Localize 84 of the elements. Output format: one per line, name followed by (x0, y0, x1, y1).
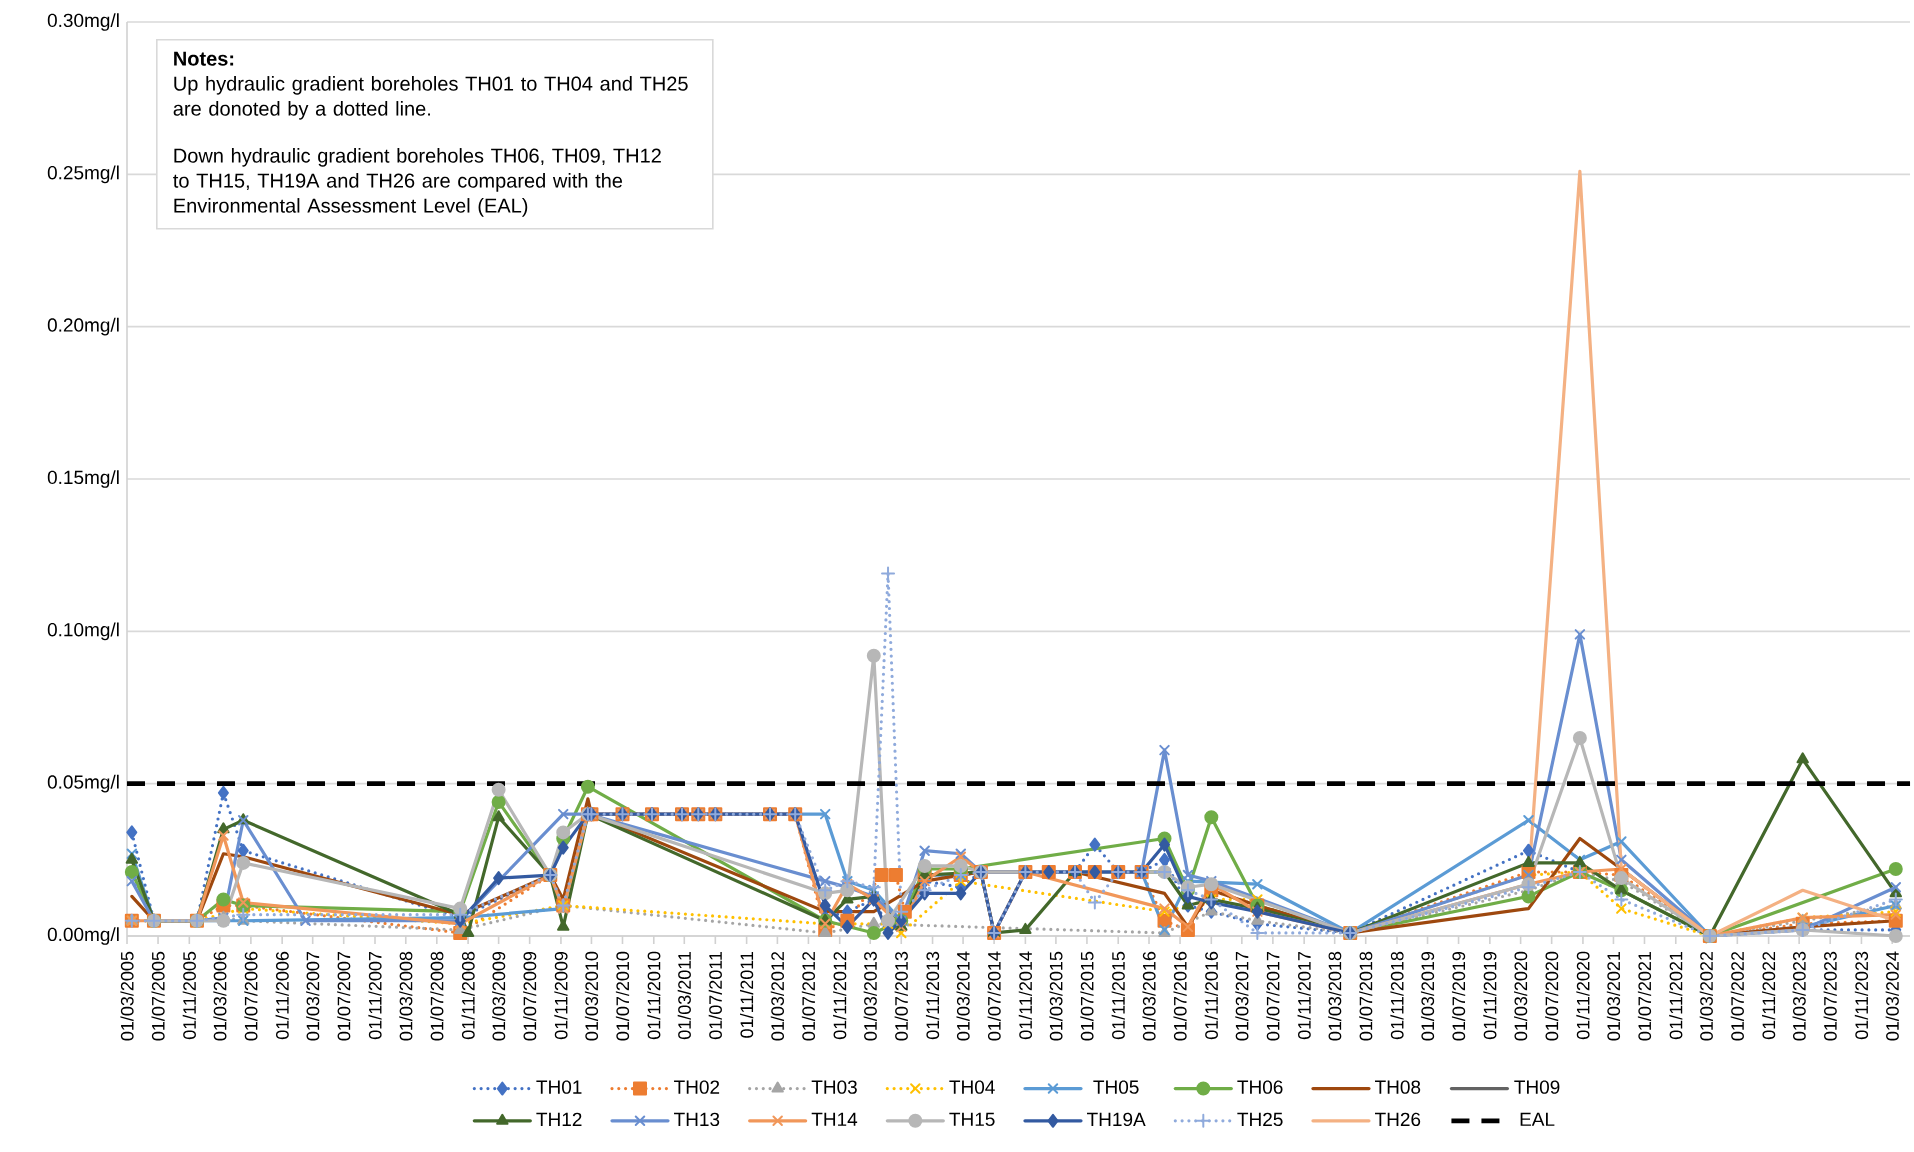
y-tick-label: 0.10mg/l (47, 622, 119, 641)
x-tick-label: 01/11/2013 (925, 951, 940, 1040)
x-tick-label: 01/03/2016 (1142, 951, 1156, 1041)
x-tick-label: 01/07/2022 (1730, 952, 1744, 1041)
x-tick-label: 01/03/2005 (120, 951, 134, 1041)
x-tick-label: 01/03/2010 (584, 951, 599, 1041)
x-tick-label: 01/03/2021 (1606, 951, 1621, 1041)
legend-label: TH14 (811, 1112, 858, 1126)
x-tick-label: 01/11/2018 (1390, 951, 1404, 1040)
x-tick-label: 01/07/2009 (523, 951, 537, 1041)
legend-label: TH05 (1093, 1080, 1139, 1094)
x-tick-label: 01/07/2017 (1266, 952, 1280, 1041)
x-tick-label: 01/07/2023 (1823, 951, 1837, 1041)
x-tick-label: 01/07/2011 (708, 951, 722, 1040)
annotation: Notes: (174, 51, 234, 66)
x-tick-label: 01/11/2007 (368, 951, 382, 1040)
y-tick-label: 0.05mg/l (47, 774, 119, 793)
x-tick-label: 01/03/2015 (1049, 951, 1063, 1041)
x-tick-label: 01/11/2016 (1204, 951, 1218, 1040)
x-tick-label: 01/03/2023 (1792, 951, 1806, 1041)
x-tick-label: 01/11/2020 (1576, 951, 1590, 1040)
x-tick-label: 01/11/2017 (1297, 951, 1311, 1040)
x-tick-label: 01/11/2021 (1669, 951, 1683, 1040)
y-tick-label: 0.30mg/l (47, 13, 119, 31)
x-tick-label: 01/11/2015 (1111, 951, 1125, 1040)
x-tick-label: 01/03/2012 (770, 952, 785, 1041)
y-tick-label: 0.25mg/l (47, 165, 119, 184)
x-tick-label: 01/11/2012 (833, 951, 847, 1040)
x-tick-label: 01/11/2019 (1483, 951, 1497, 1040)
x-tick-label: 01/07/2020 (1545, 951, 1559, 1041)
annotation: Up hydraulic gradient boreholes TH01 to TH04 and TH25 are donoted by a dotted line. (173, 76, 688, 120)
annotation: Down hydraulic gradient boreholes TH06, TH09, TH12 to TH15, TH19A and TH26 are compared with the Environmental Assessment Level (EAL) (173, 148, 661, 217)
legend-label: TH19A (1087, 1112, 1146, 1127)
x-tick-label: 01/03/2020 (1514, 951, 1528, 1041)
legend-label: TH13 (674, 1112, 720, 1127)
legend-label: EAL (1520, 1112, 1555, 1126)
x-tick-label: 01/11/2014 (1018, 951, 1033, 1040)
x-tick-label: 01/11/2011 (740, 951, 754, 1038)
x-tick-label: 01/03/2013 (863, 951, 877, 1041)
x-tick-label: 01/03/2007 (306, 952, 320, 1041)
y-tick-label: 0.20mg/l (47, 317, 119, 336)
legend-label: TH26 (1375, 1112, 1421, 1127)
x-tick-label: 01/03/2014 (956, 951, 970, 1041)
x-tick-label: 01/07/2018 (1359, 951, 1373, 1041)
x-tick-label: 01/07/2019 (1451, 951, 1466, 1041)
x-tick-label: 01/03/2018 (1328, 951, 1342, 1041)
x-tick-label: 01/07/2013 (894, 951, 908, 1041)
x-tick-label: 01/03/2008 (399, 951, 413, 1041)
legend-label: TH12 (536, 1112, 582, 1126)
x-tick-label: 01/03/2019 (1420, 951, 1435, 1041)
legend-label: TH03 (811, 1080, 857, 1094)
x-tick-label: 01/11/2006 (275, 951, 289, 1040)
x-tick-label: 01/03/2009 (492, 951, 506, 1041)
y-tick-label: 0.00mg/l (47, 927, 119, 945)
x-tick-label: 01/07/2015 (1080, 951, 1094, 1041)
x-tick-label: 01/03/2024 (1885, 951, 1899, 1041)
x-tick-label: 01/03/2006 (213, 951, 227, 1041)
x-tick-label: 01/07/2021 (1637, 951, 1652, 1041)
x-tick-label: 01/11/2009 (554, 951, 568, 1040)
legend-label: TH25 (1237, 1112, 1283, 1127)
x-tick-label: 01/11/2008 (461, 951, 475, 1040)
legend-label: TH08 (1375, 1080, 1421, 1094)
legend-label: TH02 (674, 1080, 720, 1094)
x-tick-label: 01/07/2012 (801, 952, 816, 1041)
x-tick-label: 01/07/2008 (430, 951, 444, 1041)
legend-label: TH09 (1514, 1080, 1560, 1094)
legend-label: TH04 (949, 1080, 995, 1094)
x-tick-label: 01/03/2017 (1235, 952, 1249, 1041)
y-tick-label: 0.15mg/l (47, 470, 119, 488)
legend-label: TH01 (536, 1080, 582, 1094)
x-tick-label: 01/07/2006 (244, 951, 258, 1041)
x-tick-label: 01/03/2011 (677, 951, 691, 1040)
x-tick-label: 01/07/2016 (1173, 951, 1187, 1041)
x-tick-label: 01/07/2010 (615, 951, 630, 1041)
x-tick-label: 01/11/2022 (1762, 951, 1776, 1040)
x-tick-label: 01/03/2022 (1699, 952, 1713, 1041)
x-tick-label: 01/07/2014 (987, 951, 1001, 1041)
legend-label: TH06 (1237, 1080, 1283, 1094)
x-tick-label: 01/07/2007 (337, 952, 351, 1041)
x-tick-label: 01/07/2005 (151, 951, 165, 1041)
x-tick-label: 01/11/2023 (1854, 951, 1869, 1040)
x-tick-label: 01/11/2005 (182, 951, 196, 1040)
x-tick-label: 01/11/2010 (647, 951, 661, 1040)
legend-label: TH15 (949, 1112, 995, 1127)
